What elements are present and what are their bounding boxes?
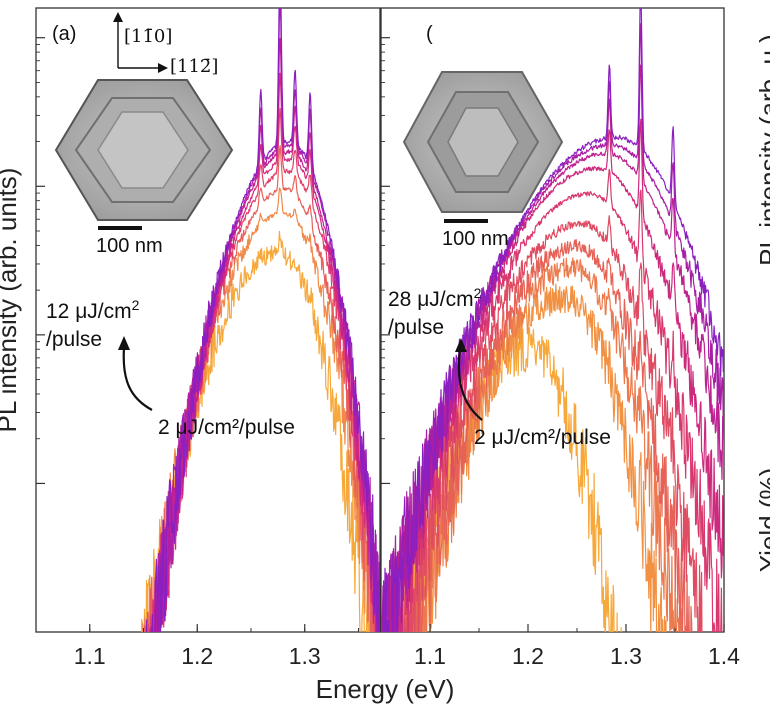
log-y-ticks [36,37,390,485]
hexagon-core-b [447,107,519,177]
panel-a-label: (a) [52,23,76,45]
miller-index-up: [11̄0] [124,26,172,47]
right-y-axis-title-bottom: Yield (%) [754,468,770,573]
x-tick-label-b-1: 1.1 [414,643,446,669]
scale-bar-label-a: 100 nm [96,235,163,257]
fluence-min-label-a: 2 μJ/cm²/pulse [158,416,295,439]
y-axis-title: PL intensity (arb. units) [0,168,22,433]
fluence-arrow-b [457,349,483,421]
panel-a-frame [35,7,381,633]
x-tick-label-b-4: 1.4 [708,643,740,669]
fluence-arrowhead-a-icon [118,336,130,350]
x-tick-label-b-3: 1.3 [610,643,642,669]
panel-b-series [381,8,724,632]
panel-b-frame [380,7,725,633]
panel-b-ticks: 1.1 1.2 1.3 1.4 [414,624,740,669]
right-y-axis-title-top: PL intensity (arb. u.) [754,34,770,266]
fluence-max-b-sup: 2 [474,285,482,301]
x-tick-label-b-2: 1.2 [512,643,544,669]
fluence-max-a-line1: 12 μJ/cm [46,300,132,323]
fluence-max-label-b-line2: /pulse [388,316,444,339]
arrowhead-up-icon [113,12,123,22]
series-line-a-1 [141,230,376,632]
fluence-max-b-line1: 28 μJ/cm [388,288,474,311]
series-line-b-5 [404,215,703,632]
tem-inset-a: 100 nm [54,79,234,257]
x-tick-label-a-3: 1.3 [289,643,321,669]
scale-bar-label-b: 100 nm [442,228,509,250]
crystal-axes: [11̄0] [112̄] [113,12,218,77]
fluence-max-label-a: 12 μJ/cm2 [46,297,140,323]
panel-b-label: ( [426,23,433,45]
fluence-annotation-a: 12 μJ/cm2 /pulse 2 μJ/cm²/pulse [46,297,295,439]
fluence-max-label-a-line2: /pulse [46,328,102,351]
tem-inset-b: 100 nm [402,71,564,250]
fluence-min-label-b: 2 μJ/cm²/pulse [474,426,611,449]
hexagon-core-a [97,111,189,189]
series-line-b-2 [411,283,667,632]
miller-index-right: [112̄] [170,56,218,77]
fluence-annotation-b: 28 μJ/cm2 /pulse 2 μJ/cm²/pulse [388,285,611,449]
fluence-max-a-sup: 2 [132,297,140,313]
series-line-b-6 [387,168,723,632]
x-tick-label-a-1: 1.1 [74,643,106,669]
arrowhead-right-icon [158,63,168,73]
x-axis-title: Energy (eV) [316,674,455,704]
x-tick-label-a-2: 1.2 [181,643,213,669]
series-line-b-10 [382,8,724,632]
series-line-a-3 [143,145,379,632]
fluence-max-label-b: 28 μJ/cm2 [388,285,482,311]
panel-a-series [141,8,380,632]
fluence-arrow-a [122,347,153,411]
series-line-a-8 [145,8,380,632]
panel-a-ticks: 1.1 1.2 1.3 [74,624,359,669]
fluence-arrowhead-b-icon [455,338,467,352]
